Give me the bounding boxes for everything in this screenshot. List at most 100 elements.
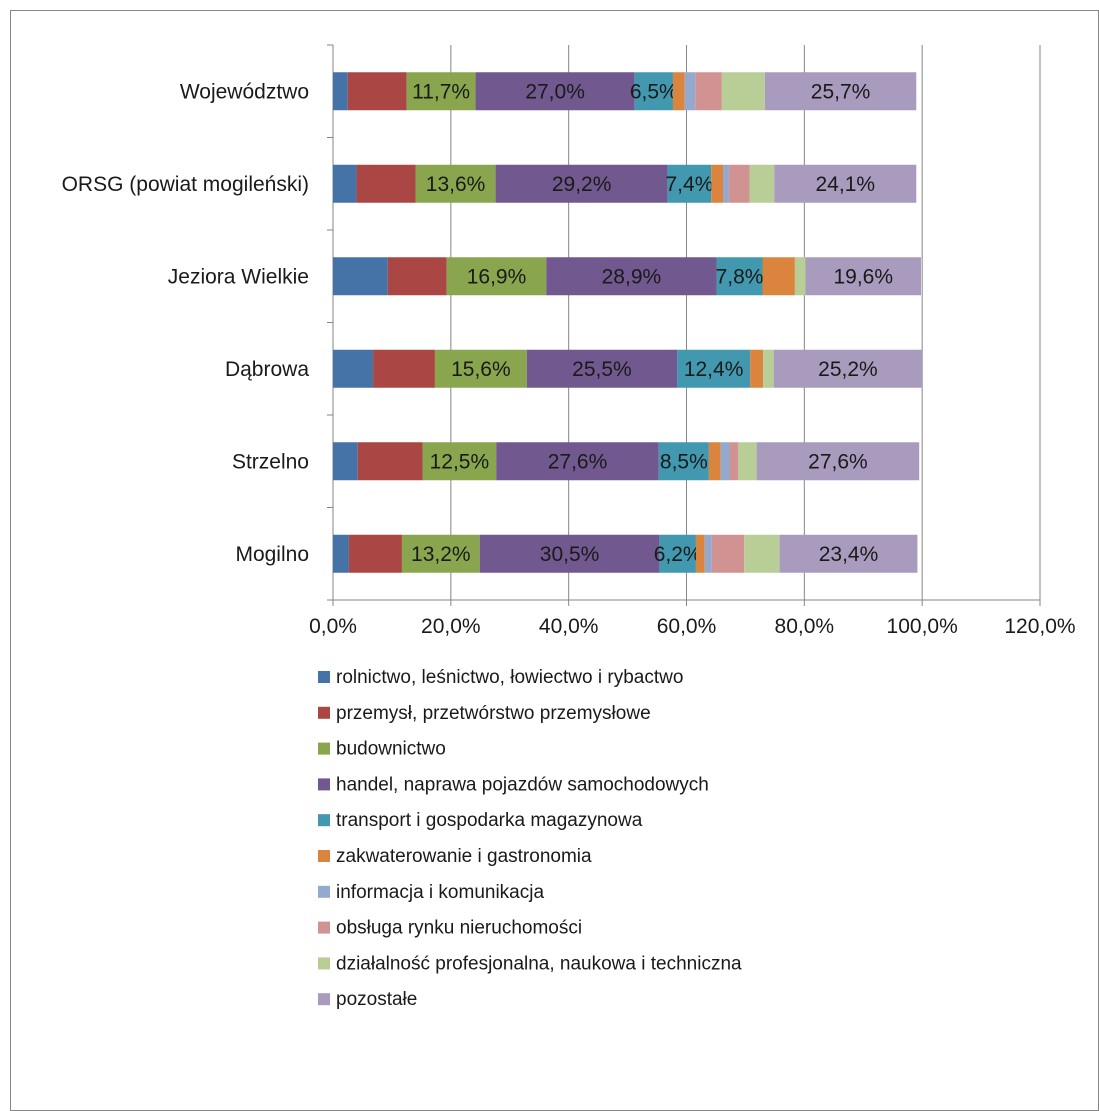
data-label: 23,4% <box>819 543 879 566</box>
data-label: 27,0% <box>525 80 585 103</box>
bar-segment <box>479 534 660 573</box>
bar-segment <box>333 257 388 296</box>
bar-segment <box>496 442 659 481</box>
bar-segment <box>347 72 407 111</box>
legend-swatch <box>318 921 330 934</box>
legend-label: zakwaterowanie i gastronomia <box>336 846 592 867</box>
bar-segment <box>434 349 527 388</box>
bar-segment <box>773 349 923 388</box>
bar-segment <box>711 534 745 573</box>
bar-segment <box>708 442 721 481</box>
bar-segment <box>764 72 917 111</box>
legend-swatch <box>318 778 330 791</box>
bar-segment <box>774 164 917 203</box>
x-tick-label: 120,0% <box>1004 615 1075 638</box>
data-label: 25,2% <box>818 358 878 381</box>
data-label: 11,7% <box>412 80 470 103</box>
bar-segment <box>333 534 349 573</box>
bar-segment <box>805 257 921 296</box>
bar-segment <box>658 442 709 481</box>
x-tick-label: 40,0% <box>539 615 599 638</box>
data-label: 25,7% <box>811 80 871 103</box>
category-label: Jeziora Wielkie <box>168 265 309 288</box>
category-label: Województwo <box>180 80 309 103</box>
data-label: 27,6% <box>548 450 608 473</box>
legend-label: obsługa rynku nieruchomości <box>336 918 582 939</box>
bar-segment <box>495 164 668 203</box>
bar-segment <box>684 72 696 111</box>
bar-segment <box>333 72 348 111</box>
legend-label: budownictwo <box>336 739 446 760</box>
data-label: 12,5% <box>430 450 490 473</box>
data-label: 8,5% <box>660 450 708 473</box>
data-label: 30,5% <box>540 543 600 566</box>
x-tick-label: 0,0% <box>309 615 357 638</box>
legend-label: informacja i komunikacja <box>336 882 544 903</box>
bar-segment <box>659 534 696 573</box>
legend-label: przemysł, przetwórstwo przemysłowe <box>336 703 651 724</box>
legend-swatch <box>318 885 330 898</box>
category-label: ORSG (powiat mogileński) <box>62 173 309 196</box>
bar-segment <box>634 72 673 111</box>
bar-segment <box>677 349 751 388</box>
bar-segment <box>373 349 435 388</box>
legend-label: działalność profesjonalna, naukowa i tec… <box>336 953 742 974</box>
legend-swatch <box>318 706 330 719</box>
bar-segment <box>794 257 806 296</box>
bar-segment <box>716 257 763 296</box>
bar-segment <box>763 349 774 388</box>
data-label: 6,5% <box>630 80 678 103</box>
bar-segment <box>711 164 724 203</box>
data-label: 7,4% <box>666 173 714 196</box>
bar-segment <box>526 349 678 388</box>
data-label: 13,6% <box>426 173 486 196</box>
bar-segment <box>738 442 757 481</box>
category-label: Dąbrowa <box>225 358 309 381</box>
bar-segment <box>779 534 918 573</box>
data-label: 13,2% <box>411 543 471 566</box>
bar-segment <box>406 72 476 111</box>
legend-label: handel, naprawa pojazdów samochodowych <box>336 774 709 795</box>
category-label: Strzelno <box>232 450 309 473</box>
bar-segment <box>750 349 764 388</box>
legend-swatch <box>318 850 330 862</box>
bar-segment <box>333 442 358 481</box>
legend-swatch <box>318 742 330 755</box>
bar-segment <box>756 442 920 481</box>
bar-segment <box>728 164 750 203</box>
legend-swatch <box>318 814 330 827</box>
x-tick-label: 80,0% <box>775 615 835 638</box>
bar-segment <box>762 257 795 296</box>
bar-segment <box>695 72 722 111</box>
bar-segment <box>387 257 447 296</box>
legend-label: pozostałe <box>336 989 417 1010</box>
data-label: 27,6% <box>808 450 868 473</box>
category-label: Mogilno <box>235 543 309 566</box>
bar-segment <box>729 442 739 481</box>
bar-segment <box>348 534 402 573</box>
x-tick-label: 20,0% <box>421 615 481 638</box>
bar-segment <box>667 164 712 203</box>
legend-swatch <box>318 957 330 970</box>
x-tick-label: 60,0% <box>657 615 717 638</box>
data-label: 25,5% <box>572 358 632 381</box>
legend-swatch <box>318 993 330 1006</box>
bar-segment <box>749 164 775 203</box>
data-label: 19,6% <box>833 265 893 288</box>
bar-segment <box>415 164 496 203</box>
data-label: 28,9% <box>602 265 662 288</box>
data-label: 6,2% <box>654 543 702 566</box>
bar-segment <box>546 257 717 296</box>
bar-segment <box>333 349 374 388</box>
data-label: 29,2% <box>552 173 612 196</box>
legend-swatch <box>318 671 330 683</box>
legend-label: transport i gospodarka magazynowa <box>336 810 643 831</box>
bar-segment <box>723 164 729 203</box>
bar-segment <box>475 72 635 111</box>
bar-segment <box>357 442 423 481</box>
bar-segment <box>704 534 712 573</box>
legend-label: rolnictwo, leśnictwo, łowiectwo i rybact… <box>336 667 683 688</box>
x-tick-label: 100,0% <box>887 615 958 638</box>
bar-segment <box>672 72 685 111</box>
